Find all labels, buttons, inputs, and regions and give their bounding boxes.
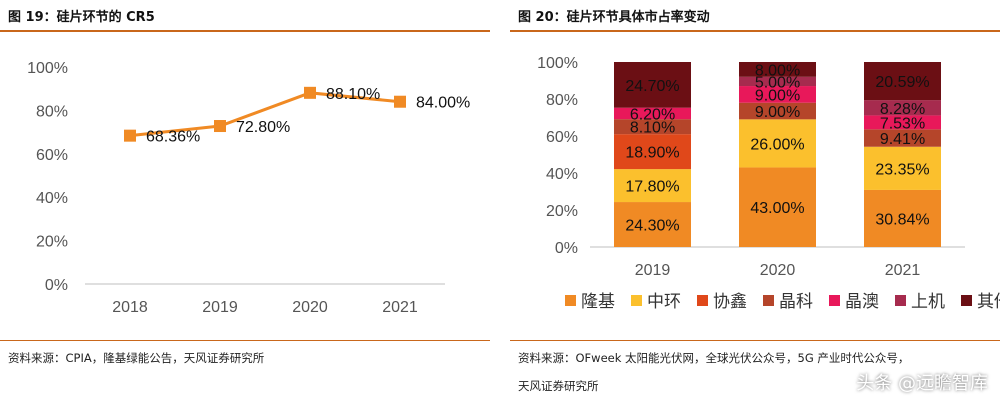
x-tick-label: 2020 [760,262,796,279]
right-source-rule [510,340,1000,341]
y-tick-label: 60% [546,129,578,146]
bar-segment-label: 26.00% [750,136,804,153]
legend-label: 协鑫 [713,292,747,311]
legend-swatch [565,295,576,306]
bar-segment [739,62,816,77]
y-tick-label: 0% [555,240,578,257]
legend-label: 中环 [647,292,681,311]
bar-segment-label: 7.53% [880,115,925,132]
legend-label: 晶科 [779,292,813,311]
y-tick-label: 20% [546,203,578,220]
right-source-line1: 资料来源：OFweek 太阳能光伏网，全球光伏公众号，5G 产业时代公众号， [518,351,910,365]
x-tick-label: 2018 [112,299,148,316]
legend-swatch [961,295,972,306]
cr5-data-label: 72.80% [236,119,290,136]
y-tick-label: 80% [36,103,68,120]
bar-segment [614,119,691,135]
cr5-data-point [214,120,226,133]
legend-label: 其他 [977,292,1000,311]
legend-swatch [697,295,708,306]
bar-segment [864,189,941,247]
cr5-series-line [129,91,401,138]
y-tick-label: 0% [45,277,68,294]
bar-segment-label: 8.28% [880,101,925,118]
bar-segment-label: 9.00% [755,87,800,104]
bar-segment-label: 9.00% [755,104,800,121]
y-tick-label: 40% [546,166,578,183]
bar-segment [739,76,816,87]
left-panel: 图 19：硅片环节的 CR5 0% 20% 40% 60% 80% 100% 2018 201… [0,0,490,403]
legend-swatch [829,295,840,306]
x-tick-label: 2020 [292,299,328,316]
bar-segment-label: 17.80% [625,179,679,196]
bar-segment-label: 43.00% [750,200,804,217]
bar-segment [739,119,816,168]
x-tick-label: 2019 [202,299,238,316]
bar-segment [864,100,941,116]
left-figure-title: 图 19：硅片环节的 CR5 [8,10,155,25]
right-title-rule [510,30,1000,32]
y-tick-label: 20% [36,234,68,251]
bar-segment-label: 23.35% [875,161,929,178]
legend-swatch [631,295,642,306]
bar-segment [864,129,941,147]
left-source-text: 资料来源：CPIA，隆基绿能公告，天风证券研究所 [8,351,265,365]
market-share-stacked-bar-chart: 0% 20% 40% 60% 80% 100% 2019 24.30% 17.80% 18.90%… [537,55,1000,311]
cr5-data-point [124,129,136,142]
cr5-data-label: 88.10% [326,86,380,103]
y-tick-label: 40% [36,190,68,207]
bar-segment-label: 20.59% [875,74,929,91]
legend-label: 晶澳 [845,292,879,311]
y-tick-label: 60% [36,147,68,164]
legend-label: 隆基 [581,292,615,311]
legend-swatch [763,295,774,306]
bar-segment-label: 24.70% [625,78,679,95]
y-tick-label: 80% [546,92,578,109]
bar-segment [614,134,691,170]
bar-segment [739,167,816,247]
cr5-data-label: 84.00% [416,95,470,112]
bar-segment [614,202,691,247]
bar-segment [614,169,691,203]
bar-segment-label: 18.90% [625,145,679,162]
bar-segment-label: 9.41% [880,131,925,148]
bar-segment-label: 6.20% [630,106,675,123]
bar-segment [739,86,816,103]
x-tick-label: 2019 [635,262,671,279]
bar-segment [614,62,691,108]
bar-segment-label: 8.10% [630,120,675,137]
right-source-line2: 天风证券研究所 [518,379,599,393]
bar-segment-label: 30.84% [875,211,929,228]
cr5-data-point [394,95,406,108]
left-title-rule [0,30,490,32]
cr5-data-point [304,86,316,99]
bar-segment [864,146,941,190]
right-figure-title: 图 20：硅片环节具体市占率变动 [518,10,710,25]
bar-segment-label: 24.30% [625,218,679,235]
legend-label: 上机 [911,292,945,311]
left-source-rule [0,340,490,341]
right-panel: 图 20：硅片环节具体市占率变动 0% 20% 40% 60% 80% 100% 2019 2… [510,0,1000,403]
y-tick-label: 100% [537,55,578,72]
bar-segment [864,62,941,101]
y-tick-label: 100% [27,60,68,77]
x-tick-label: 2021 [885,262,921,279]
bar-segment-label: 8.00% [755,62,800,79]
x-tick-label: 2021 [382,299,418,316]
legend-swatch [895,295,906,306]
bar-segment [864,115,941,130]
bar-segment [614,107,691,120]
cr5-data-label: 68.36% [146,129,200,146]
bar-segment [739,102,816,120]
watermark: 头条 @远瞻智库 [856,373,988,394]
bar-segment-label: 5.00% [755,74,800,91]
cr5-line-chart: 0% 20% 40% 60% 80% 100% 2018 2019 2020 2021 68.36%… [27,60,470,316]
